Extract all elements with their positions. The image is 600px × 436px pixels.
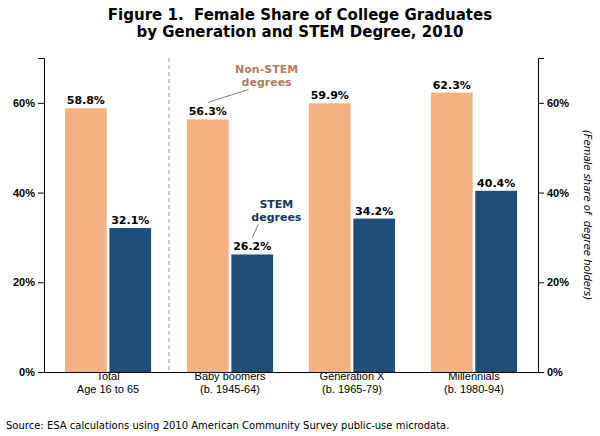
bar	[65, 108, 107, 372]
tick: 40%	[538, 187, 569, 199]
data-label: 62.3%	[433, 79, 471, 92]
tick-label: 60%	[13, 97, 35, 109]
series-label: Non-STEMdegrees	[235, 63, 298, 89]
label-leader	[208, 89, 249, 102]
text-line: Non-STEM	[235, 63, 298, 76]
text-line: STEM	[259, 198, 293, 211]
tick-label: Generation X(b. 1965-79)	[320, 370, 385, 395]
series-label: STEMdegrees	[251, 198, 302, 224]
tick: 20%	[13, 276, 44, 288]
data-label: 58.8%	[67, 94, 105, 107]
plot-area	[65, 93, 517, 372]
tick-label: Baby boomers(b. 1945-64)	[195, 370, 266, 395]
data-label: 32.1%	[111, 214, 149, 227]
text-line: Figure 1. Female Share of College Gradua…	[108, 6, 492, 24]
data-labels: 58.8% 56.3% 59.9% 62.3% 32.1% 26.2% 34.2% 40.4%	[67, 79, 516, 254]
tick-label: 0%	[19, 366, 35, 378]
tick: Generation X(b. 1965-79)	[320, 370, 385, 395]
tick-mark	[38, 103, 44, 104]
title: Figure 1. Female Share of College Gradua…	[108, 6, 492, 41]
text-line: Age 16 to 65	[77, 383, 139, 395]
tick-label: TotalAge 16 to 65	[77, 370, 139, 395]
tick: 60%	[538, 97, 569, 109]
text-line: (b. 1945-64)	[200, 383, 260, 395]
bar	[309, 103, 351, 372]
source: Source: ESA calculations using 2010 Amer…	[6, 420, 449, 431]
tick-mark	[38, 193, 44, 194]
y-axis: 0% 20% 40% 60%	[13, 59, 45, 379]
bar	[431, 93, 473, 372]
data-label: 59.9%	[311, 89, 349, 102]
data-label: 40.4%	[477, 177, 515, 190]
text-line: degrees	[242, 76, 293, 89]
bar	[231, 254, 273, 372]
tick: TotalAge 16 to 65	[77, 370, 139, 395]
chart-container: Figure 1. Female Share of College Gradua…	[0, 0, 600, 436]
text-line: (b. 1980-94)	[444, 383, 504, 395]
tick: 0%	[19, 366, 44, 378]
tick-label: 0%	[547, 366, 563, 378]
tick-label: 40%	[547, 187, 569, 199]
label-leader	[252, 224, 258, 237]
y-axis-right: 0% 20% 40% 60%	[538, 59, 569, 379]
data-label: 34.2%	[355, 205, 393, 218]
tick: Millennials(b. 1980-94)	[444, 370, 504, 395]
bar	[187, 119, 229, 372]
data-label: 56.3%	[189, 105, 227, 118]
text-line: Generation X	[320, 370, 385, 382]
tick-label: 20%	[547, 276, 569, 288]
text-line: by Generation and STEM Degree, 2010	[136, 23, 463, 41]
series-labels: Non-STEMdegreesSTEMdegrees	[208, 63, 302, 237]
separator	[169, 58, 170, 372]
tick: Baby boomers(b. 1945-64)	[195, 370, 266, 395]
text-line: Total	[96, 370, 119, 382]
axis-line	[38, 59, 45, 373]
tick: 0%	[538, 366, 563, 378]
text-line: degrees	[251, 211, 302, 224]
tick-label: 60%	[547, 97, 569, 109]
tick-label: 20%	[13, 276, 35, 288]
tick: 40%	[13, 187, 44, 199]
bar-series	[65, 93, 473, 372]
tick: 60%	[13, 97, 44, 109]
tick-mark	[538, 103, 544, 104]
tick-label: 40%	[13, 187, 35, 199]
text-line: (b. 1965-79)	[322, 383, 382, 395]
tick-mark	[38, 372, 44, 373]
text-line: Baby boomers	[195, 370, 266, 382]
tick: 20%	[538, 276, 569, 288]
chart-svg: Figure 1. Female Share of College Gradua…	[0, 0, 600, 436]
tick-mark	[538, 282, 544, 283]
bar-series	[109, 191, 517, 372]
tick-mark	[538, 372, 544, 373]
axis-line	[539, 59, 545, 373]
bar	[109, 228, 151, 372]
text-line: Millennials	[448, 370, 500, 382]
y-axis-label: (Female share of degree holders)	[582, 130, 593, 300]
bar	[475, 191, 517, 372]
data-label: 26.2%	[233, 240, 271, 253]
x-axis: TotalAge 16 to 65 Baby boomers(b. 1945-64…	[45, 370, 539, 395]
tick-mark	[38, 282, 44, 283]
bar	[353, 219, 395, 372]
tick-label: Millennials(b. 1980-94)	[444, 370, 504, 395]
tick-mark	[538, 193, 544, 194]
